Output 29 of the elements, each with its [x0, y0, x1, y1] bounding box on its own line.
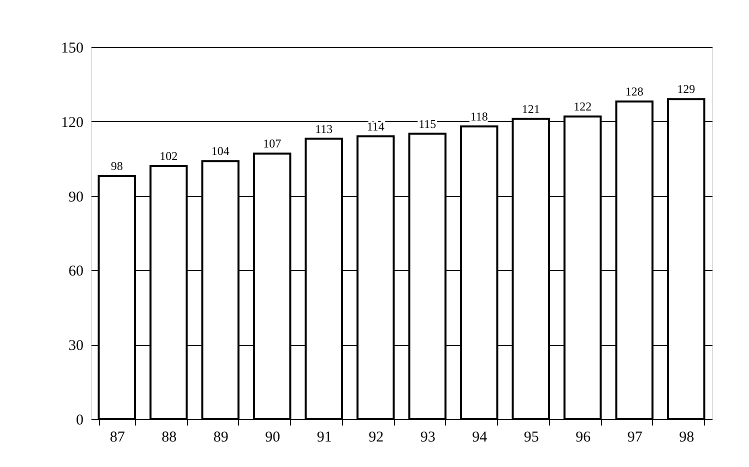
x-tick-label: 94: [472, 430, 488, 446]
y-tick-label: 60: [68, 264, 84, 280]
x-tick-label: 98: [679, 430, 694, 446]
data-label: 107: [263, 136, 282, 151]
x-tick-label: 87: [110, 430, 126, 446]
y-tick-label: 150: [61, 40, 84, 56]
y-tick-label: 120: [61, 114, 84, 131]
y-tick-label: 90: [68, 189, 84, 206]
data-label: 129: [677, 82, 696, 96]
x-tick-label: 97: [627, 430, 643, 446]
x-tick-label: 90: [265, 430, 280, 446]
x-tick-label: 96: [576, 430, 592, 446]
data-label: 121: [522, 102, 540, 116]
x-tick-label: 95: [524, 430, 539, 446]
data-label: 118: [470, 109, 488, 124]
x-tick-label: 91: [316, 430, 332, 446]
data-label: 122: [574, 99, 592, 114]
x-tick-label: 88: [162, 430, 177, 446]
x-tick-label: 92: [368, 430, 384, 446]
x-tick-label: 93: [420, 430, 436, 446]
data-label: 104: [211, 144, 230, 158]
data-label: 98: [110, 158, 123, 173]
x-tick-label: 89: [213, 430, 228, 446]
data-label: 102: [160, 149, 178, 164]
data-label: 113: [315, 122, 333, 136]
y-tick-label: 30: [68, 338, 84, 354]
data-label: 128: [625, 84, 644, 99]
data-label: 114: [366, 119, 384, 134]
y-tick-label: 0: [76, 412, 84, 428]
